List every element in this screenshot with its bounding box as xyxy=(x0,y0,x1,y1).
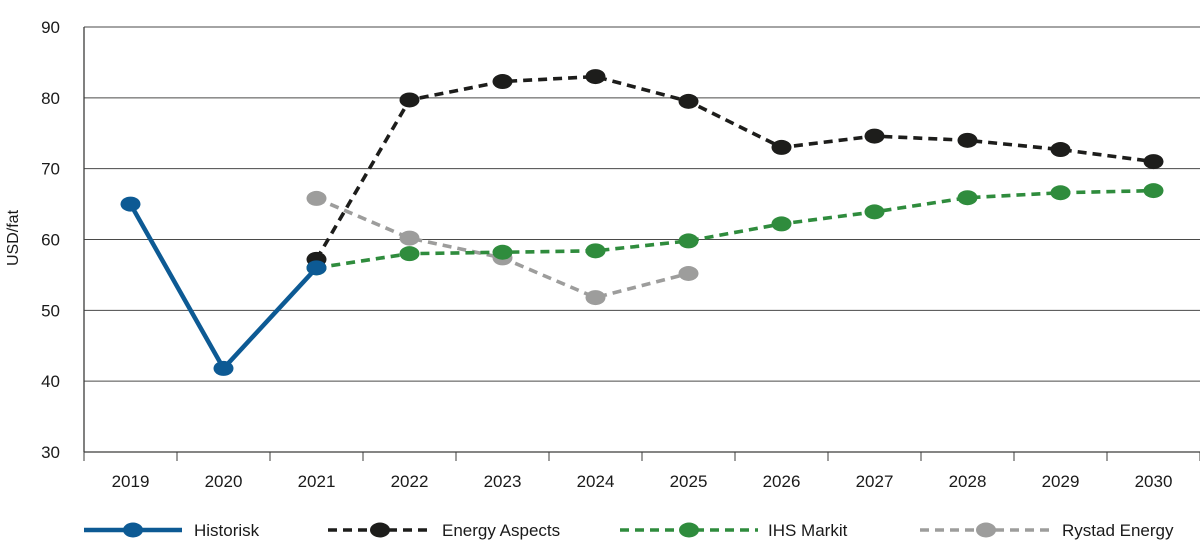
x-tick-label: 2019 xyxy=(112,472,150,491)
x-tick-label: 2020 xyxy=(205,472,243,491)
data-point-energy-aspects xyxy=(585,69,606,85)
legend-item-rystad-energy: Rystad Energy xyxy=(920,521,1174,540)
legend: Historisk Energy Aspects IHS Markit Rystad … xyxy=(84,521,1174,540)
series-line-historisk xyxy=(128,202,319,371)
x-tick-label: 2027 xyxy=(856,472,894,491)
x-tick-label: 2029 xyxy=(1042,472,1080,491)
x-axis: 2019 2020 2021 2022 2023 2024 2025 2026 2027 2028… xyxy=(83,452,1200,491)
data-point-ihs-markit xyxy=(678,233,699,249)
x-tick-label: 2023 xyxy=(484,472,522,491)
data-point-energy-aspects xyxy=(492,74,513,90)
data-point-energy-aspects xyxy=(1143,154,1164,170)
data-point-energy-aspects xyxy=(678,93,699,109)
x-tick-label: 2022 xyxy=(391,472,429,491)
y-tick-label: 80 xyxy=(41,89,60,108)
legend-swatch-marker xyxy=(123,522,143,538)
legend-item-historisk: Historisk xyxy=(84,521,260,540)
data-point-energy-aspects xyxy=(771,139,792,155)
series-group xyxy=(120,69,1164,376)
legend-swatch-marker xyxy=(976,522,996,538)
y-tick-label: 90 xyxy=(41,18,60,37)
y-tick-label: 60 xyxy=(41,231,60,250)
legend-label: Historisk xyxy=(194,521,260,540)
y-tick-label: 40 xyxy=(41,372,60,391)
data-point-historisk xyxy=(120,196,141,212)
data-point-ihs-markit xyxy=(399,246,420,262)
x-tick-label: 2028 xyxy=(949,472,987,491)
y-tick-label: 50 xyxy=(41,301,60,320)
data-point-energy-aspects xyxy=(1050,142,1071,158)
data-point-historisk xyxy=(306,260,327,276)
legend-item-ihs-markit: IHS Markit xyxy=(620,521,848,540)
x-tick-label: 2030 xyxy=(1135,472,1173,491)
data-point-rystad-energy xyxy=(399,230,420,246)
data-point-ihs-markit xyxy=(864,204,885,220)
y-tick-label: 30 xyxy=(41,443,60,462)
legend-label: IHS Markit xyxy=(768,521,848,540)
legend-item-energy-aspects: Energy Aspects xyxy=(328,521,560,540)
data-point-rystad-energy xyxy=(585,290,606,306)
y-tick-label: 70 xyxy=(41,160,60,179)
data-point-ihs-markit xyxy=(1050,185,1071,201)
y-axis: 30 40 50 60 70 80 90 xyxy=(41,18,85,462)
data-point-ihs-markit xyxy=(1143,183,1164,199)
x-tick-label: 2021 xyxy=(298,472,336,491)
series-historisk xyxy=(120,196,327,376)
data-point-rystad-energy xyxy=(306,190,327,206)
data-point-ihs-markit xyxy=(585,243,606,259)
legend-swatch-marker xyxy=(370,522,390,538)
x-tick-label: 2025 xyxy=(670,472,708,491)
series-line-ihs-markit xyxy=(316,188,1154,270)
data-point-historisk xyxy=(213,360,234,376)
x-tick-label: 2026 xyxy=(763,472,801,491)
data-point-ihs-markit xyxy=(957,190,978,206)
legend-swatch-marker xyxy=(679,522,699,538)
series-energy-aspects xyxy=(306,69,1164,267)
series-ihs-markit xyxy=(306,183,1164,276)
data-point-ihs-markit xyxy=(492,244,513,260)
legend-label: Rystad Energy xyxy=(1062,521,1174,540)
x-tick-label: 2024 xyxy=(577,472,615,491)
data-point-rystad-energy xyxy=(678,266,699,281)
data-point-energy-aspects xyxy=(864,128,885,144)
legend-label: Energy Aspects xyxy=(442,521,560,540)
data-point-energy-aspects xyxy=(957,132,978,148)
series-line-energy-aspects xyxy=(314,74,1154,261)
data-point-ihs-markit xyxy=(771,216,792,232)
y-axis-title: USD/fat xyxy=(5,209,22,266)
data-point-energy-aspects xyxy=(399,92,420,108)
